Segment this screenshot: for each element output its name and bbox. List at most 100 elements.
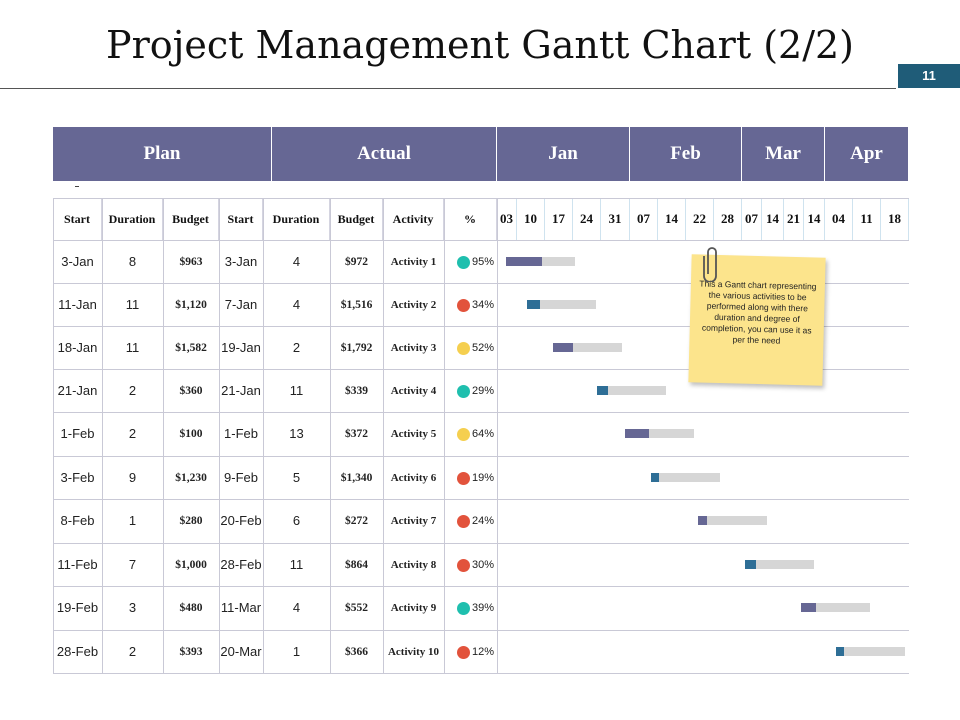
actual-budget-cell: $272 xyxy=(345,514,368,527)
status-dot xyxy=(457,256,470,269)
percent-label: 19% xyxy=(472,472,495,484)
actual-duration-cell: 4 xyxy=(292,254,301,269)
plan-duration-cell: 8 xyxy=(128,254,137,269)
grid-line xyxy=(330,198,331,674)
grid-line xyxy=(53,198,909,199)
grid-line xyxy=(53,499,909,500)
actual-start-cell: 7-Jan xyxy=(224,297,258,312)
gantt-bar-progress xyxy=(836,647,844,656)
actual-start-cell: 19-Jan xyxy=(221,340,261,355)
gantt-bar-track xyxy=(597,386,666,395)
activity-cell: Activity 10 xyxy=(387,645,439,658)
header-tick-mark xyxy=(75,186,79,187)
gantt-bar-progress xyxy=(745,560,756,569)
percent-label: 30% xyxy=(472,559,495,571)
actual-duration-cell: 5 xyxy=(292,470,301,485)
col-activity: Activity xyxy=(383,198,444,240)
percent-label: 95% xyxy=(472,256,495,268)
status-dot xyxy=(457,515,470,528)
col-plan-budget: Budget xyxy=(163,198,219,240)
col-percent: % xyxy=(444,198,497,240)
actual-duration-cell: 11 xyxy=(289,383,304,398)
percent-label: 34% xyxy=(472,299,495,311)
plan-start-cell: 3-Feb xyxy=(60,470,95,485)
gantt-bar-track xyxy=(801,603,870,612)
month-header-feb: Feb xyxy=(630,127,742,181)
plan-duration-cell: 2 xyxy=(128,644,137,659)
paperclip-icon xyxy=(703,247,717,282)
activity-cell: Activity 1 xyxy=(390,255,437,268)
day-tick: 04 xyxy=(825,198,853,240)
grid-line xyxy=(219,198,220,674)
gantt-bar-progress xyxy=(553,343,573,352)
day-tick: 11 xyxy=(853,198,881,240)
gantt-bar-track xyxy=(553,343,622,352)
gantt-bar-track xyxy=(698,516,767,525)
plan-duration-cell: 9 xyxy=(128,470,137,485)
gantt-bar-track xyxy=(745,560,814,569)
actual-budget-cell: $339 xyxy=(345,384,368,397)
activity-cell: Activity 4 xyxy=(390,384,437,397)
actual-budget-cell: $366 xyxy=(345,645,368,658)
grid-line xyxy=(263,198,264,674)
status-dot xyxy=(457,299,470,312)
actual-start-cell: 20-Feb xyxy=(220,513,262,528)
day-tick: 18 xyxy=(881,198,909,240)
day-tick: 03 xyxy=(497,198,517,240)
actual-start-cell: 9-Feb xyxy=(224,470,258,485)
plan-start-cell: 18-Jan xyxy=(57,340,98,355)
sticky-note-text: This a Gantt chart representing the vari… xyxy=(699,278,817,346)
plan-duration-cell: 3 xyxy=(128,600,137,615)
month-header-apr: Apr xyxy=(825,127,909,181)
actual-duration-cell: 4 xyxy=(292,600,301,615)
status-dot xyxy=(457,559,470,572)
status-dot xyxy=(457,342,470,355)
activity-cell: Activity 9 xyxy=(390,601,437,614)
gantt-bar-progress xyxy=(698,516,707,525)
col-plan-start: Start xyxy=(53,198,102,240)
plan-start-cell: 8-Feb xyxy=(60,513,95,528)
actual-start-cell: 1-Feb xyxy=(224,426,258,441)
actual-duration-cell: 1 xyxy=(292,644,301,659)
grid-line xyxy=(53,412,909,413)
actual-group-header: Actual xyxy=(272,127,497,181)
gantt-bar-track xyxy=(836,647,905,656)
grid-line xyxy=(53,586,909,587)
plan-budget-cell: $360 xyxy=(179,384,203,397)
plan-budget-cell: $1,120 xyxy=(175,298,207,311)
grid-line xyxy=(53,630,909,631)
day-tick: 24 xyxy=(573,198,601,240)
month-header-jan: Jan xyxy=(497,127,630,181)
plan-duration-cell: 7 xyxy=(128,557,137,572)
plan-group-header: Plan xyxy=(53,127,272,181)
col-plan-duration: Duration xyxy=(102,198,163,240)
actual-start-cell: 3-Jan xyxy=(224,254,258,269)
plan-budget-cell: $1,000 xyxy=(175,558,207,571)
plan-duration-cell: 2 xyxy=(128,426,137,441)
grid-line xyxy=(497,198,498,674)
gantt-bar-track xyxy=(651,473,720,482)
col-actual-duration: Duration xyxy=(263,198,330,240)
col-actual-start: Start xyxy=(219,198,263,240)
status-dot xyxy=(457,385,470,398)
actual-duration-cell: 13 xyxy=(289,426,304,441)
percent-label: 12% xyxy=(472,646,495,658)
grid-line xyxy=(53,369,909,370)
plan-budget-cell: $1,230 xyxy=(175,471,207,484)
actual-start-cell: 20-Mar xyxy=(220,644,262,659)
plan-budget-cell: $100 xyxy=(179,427,203,440)
actual-start-cell: 21-Jan xyxy=(221,383,261,398)
actual-budget-cell: $552 xyxy=(345,601,368,614)
actual-budget-cell: $1,516 xyxy=(340,298,373,311)
day-tick: 14 xyxy=(804,198,825,240)
plan-start-cell: 11-Jan xyxy=(58,297,97,312)
actual-duration-cell: 2 xyxy=(292,340,301,355)
day-tick: 07 xyxy=(630,198,658,240)
grid-line xyxy=(53,456,909,457)
gantt-bar-progress xyxy=(801,603,816,612)
plan-budget-cell: $1,582 xyxy=(175,341,207,354)
plan-budget-cell: $393 xyxy=(179,645,203,658)
day-tick: 21 xyxy=(784,198,804,240)
actual-budget-cell: $864 xyxy=(345,558,368,571)
actual-budget-cell: $1,792 xyxy=(340,341,373,354)
